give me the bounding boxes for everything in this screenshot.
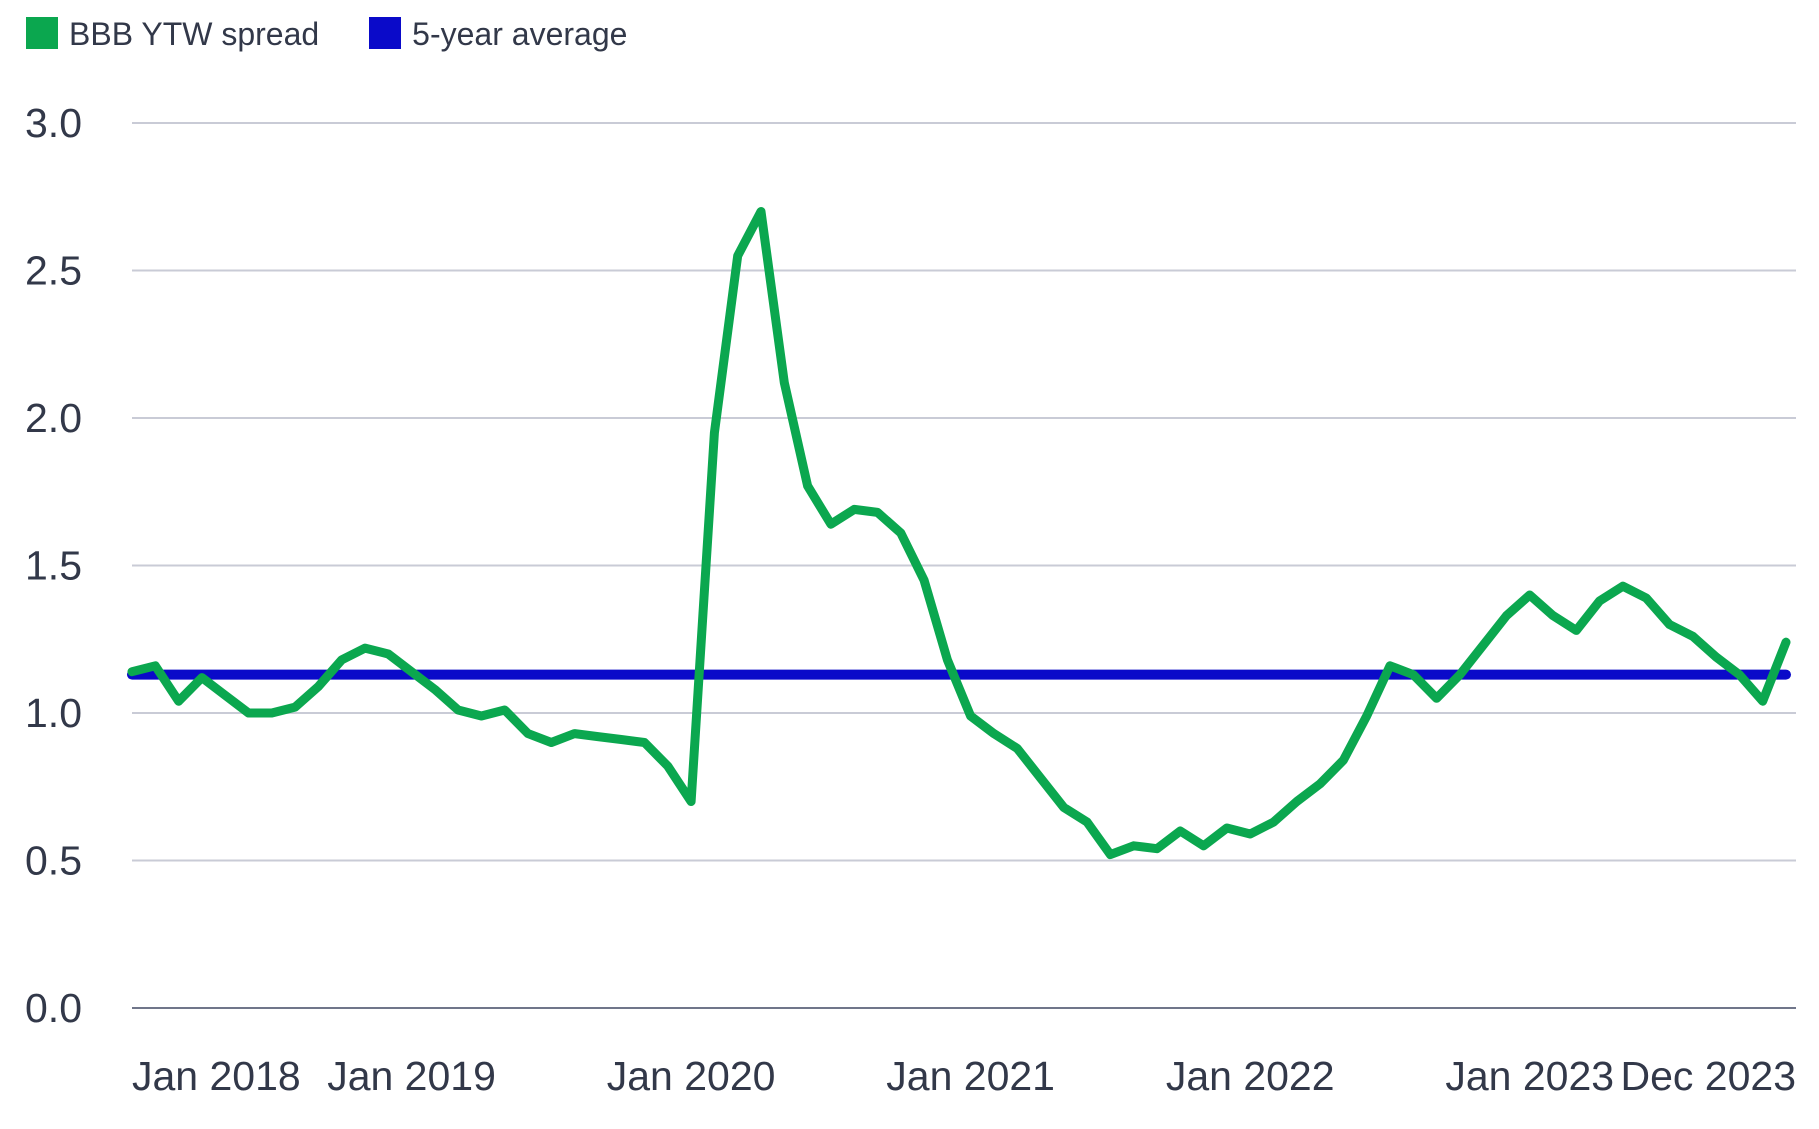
x-tick-label-jan-2020: Jan 2020 xyxy=(607,1053,776,1099)
x-tick-label-jan-2019: Jan 2019 xyxy=(327,1053,496,1099)
legend-label-5-year-average: 5-year average xyxy=(412,16,628,52)
series-line-bbb-ytw-spread xyxy=(127,207,1791,860)
legend-item-5-year-average: 5-year average xyxy=(369,16,627,50)
y-tick-label-1.0: 1.0 xyxy=(25,690,82,736)
x-tick-label-jan-2022: Jan 2022 xyxy=(1166,1053,1335,1099)
y-tick-label-3.0: 3.0 xyxy=(25,100,82,146)
legend-swatch-blue-icon xyxy=(369,17,402,49)
legend-label-bbb-ytw-spread: BBB YTW spread xyxy=(69,16,320,52)
y-tick-label-0.0: 0.0 xyxy=(25,985,82,1031)
legend-swatch-green-icon xyxy=(26,17,58,49)
y-tick-label-2.5: 2.5 xyxy=(25,248,82,294)
y-tick-label-2.0: 2.0 xyxy=(25,395,82,441)
y-tick-label-0.5: 0.5 xyxy=(25,838,82,884)
x-tick-label-dec-2023: Dec 2023 xyxy=(1620,1053,1796,1099)
y-tick-label-1.5: 1.5 xyxy=(25,543,82,589)
x-tick-label-jan-2021: Jan 2021 xyxy=(886,1053,1055,1099)
legend-item-bbb-ytw-spread: BBB YTW spread xyxy=(26,16,319,50)
chart-legend: BBB YTW spread 5-year average xyxy=(26,16,627,50)
x-tick-label-jan-2023: Jan 2023 xyxy=(1445,1053,1614,1099)
x-tick-label-jan-2018: Jan 2018 xyxy=(132,1053,301,1099)
